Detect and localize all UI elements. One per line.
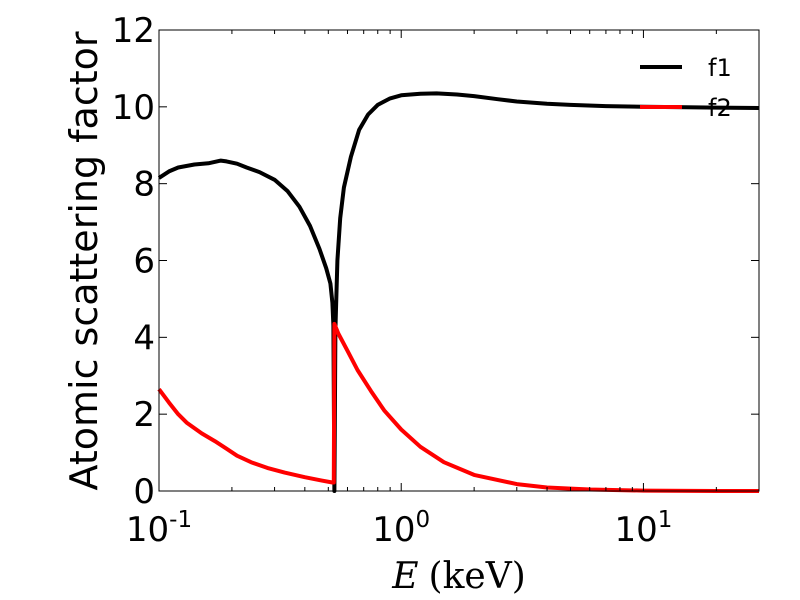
y-tick-label: 6 bbox=[133, 242, 155, 282]
x-tick-labels: 10-1 100 101 bbox=[126, 507, 672, 550]
y-tick-label: 12 bbox=[112, 11, 155, 51]
legend-label-f1: f1 bbox=[708, 54, 732, 82]
legend-label-f2: f2 bbox=[708, 94, 732, 122]
plot-frame bbox=[158, 29, 760, 492]
y-tick-label: 0 bbox=[133, 472, 155, 512]
series-line-f1 bbox=[157, 91, 760, 493]
x-tick-label: 10-1 bbox=[126, 507, 192, 550]
y-tick-label: 8 bbox=[133, 165, 155, 205]
x-axis-label-symbol: E bbox=[391, 556, 418, 597]
x-axis-label-unit: (keV) bbox=[429, 556, 526, 597]
y-tick-label: 4 bbox=[133, 318, 155, 358]
y-axis-label: Atomic scattering factor bbox=[62, 31, 106, 490]
x-tick-label: 100 bbox=[372, 507, 430, 550]
x-tick-label: 101 bbox=[614, 507, 672, 550]
y-tick-label: 10 bbox=[112, 88, 155, 128]
axis-ticks bbox=[158, 29, 759, 492]
series-line-f2 bbox=[157, 321, 759, 493]
x-axis-label: E (keV) bbox=[391, 556, 526, 597]
y-tick-labels: 0 2 4 6 8 10 12 bbox=[112, 11, 155, 512]
plot-series bbox=[157, 91, 760, 493]
y-tick-label: 2 bbox=[133, 395, 155, 435]
